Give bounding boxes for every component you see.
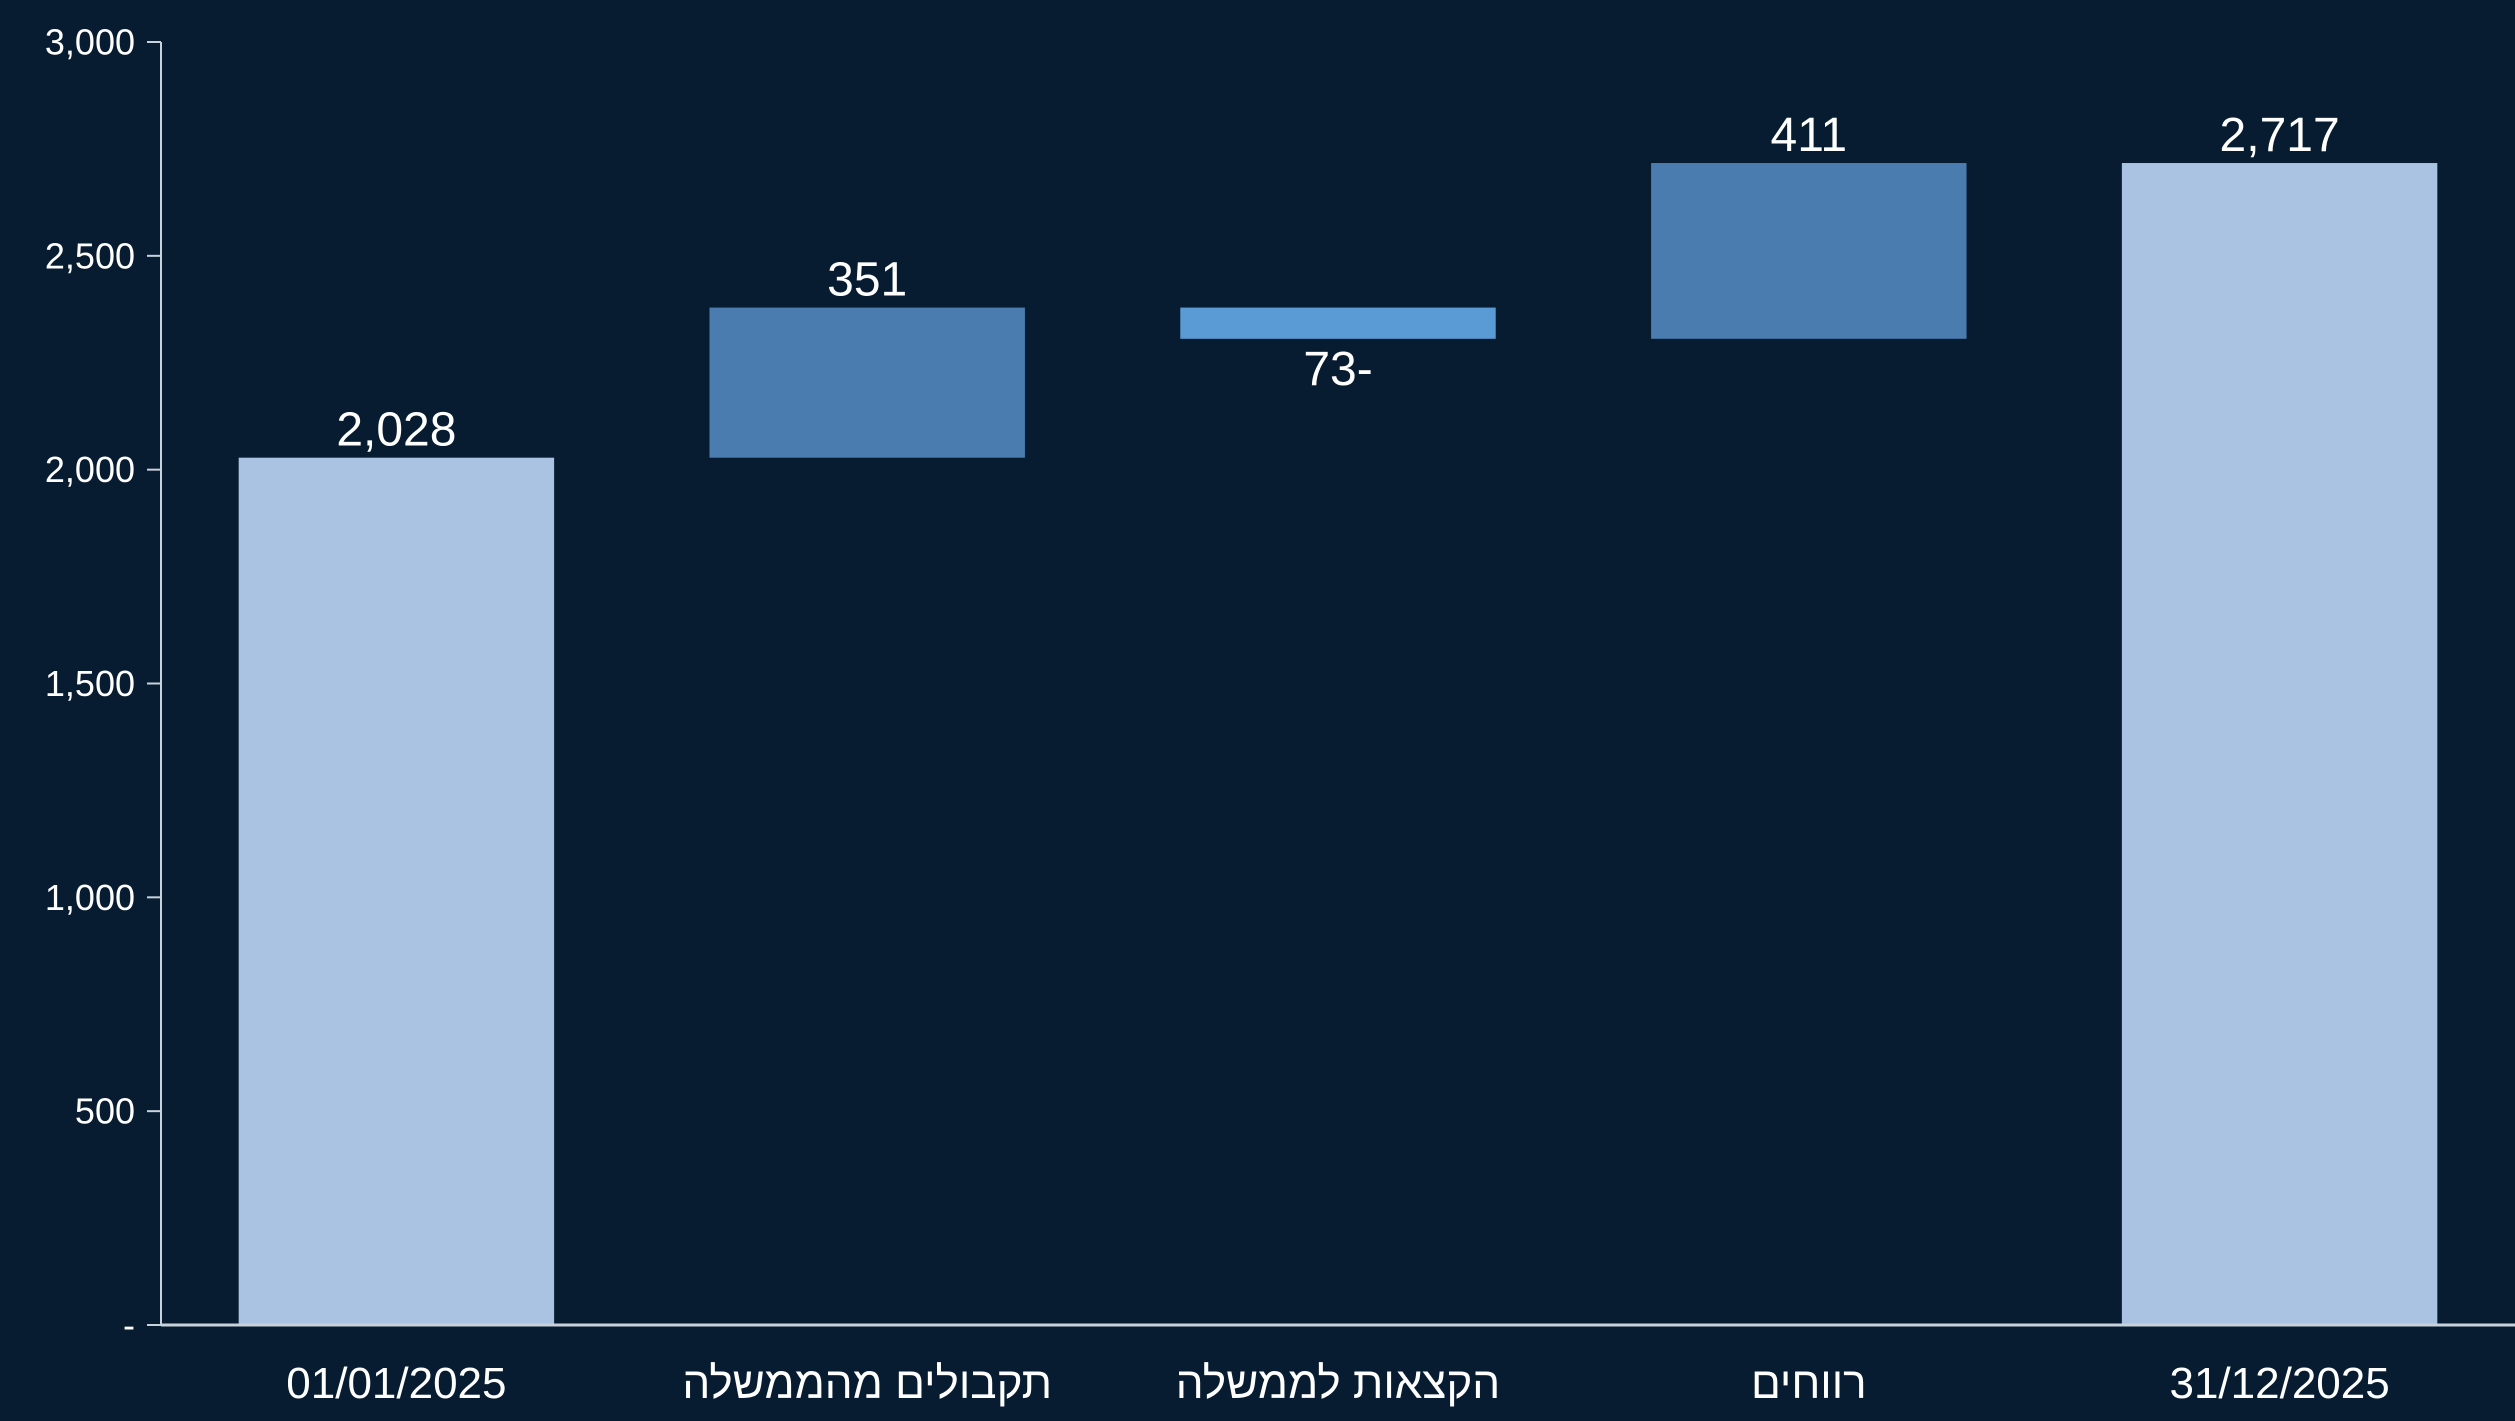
x-category-label: 31/12/2025 bbox=[2169, 1359, 2389, 1408]
data-label: 2,717 bbox=[2220, 109, 2340, 162]
y-tick-label: 500 bbox=[75, 1091, 135, 1132]
bar-total bbox=[238, 457, 555, 1325]
data-label: 2,028 bbox=[336, 404, 456, 457]
bar-increase bbox=[1651, 163, 1967, 339]
bars bbox=[238, 163, 2438, 1325]
x-category-label: רווחים bbox=[1751, 1359, 1867, 1408]
y-tick-label: 2,000 bbox=[45, 449, 135, 490]
y-tick-label: 2,500 bbox=[45, 235, 135, 276]
x-category-label: הקצאות לממשלה bbox=[1176, 1359, 1500, 1408]
x-category-label: 01/01/2025 bbox=[286, 1359, 506, 1408]
data-label: 73- bbox=[1303, 343, 1372, 396]
data-label: 411 bbox=[1771, 109, 1848, 162]
y-tick-label: - bbox=[123, 1305, 135, 1346]
y-axis-ticks: - 500 1,000 1,500 2,000 2,500 3,000 bbox=[45, 22, 161, 1346]
bar-total bbox=[2121, 163, 2438, 1325]
bar-increase bbox=[709, 307, 1025, 458]
x-category-label: תקבולים מהממשלה bbox=[682, 1359, 1052, 1408]
y-tick-label: 1,000 bbox=[45, 877, 135, 918]
x-axis-labels: 01/01/2025 תקבולים מהממשלה הקצאות לממשלה רו… bbox=[286, 1359, 2389, 1408]
bar-decrease bbox=[1180, 307, 1496, 339]
y-tick-label: 3,000 bbox=[45, 22, 135, 63]
data-label: 351 bbox=[827, 254, 907, 307]
data-labels: 2,028 351 73- 411 2,717 bbox=[336, 109, 2339, 457]
y-tick-label: 1,500 bbox=[45, 663, 135, 704]
